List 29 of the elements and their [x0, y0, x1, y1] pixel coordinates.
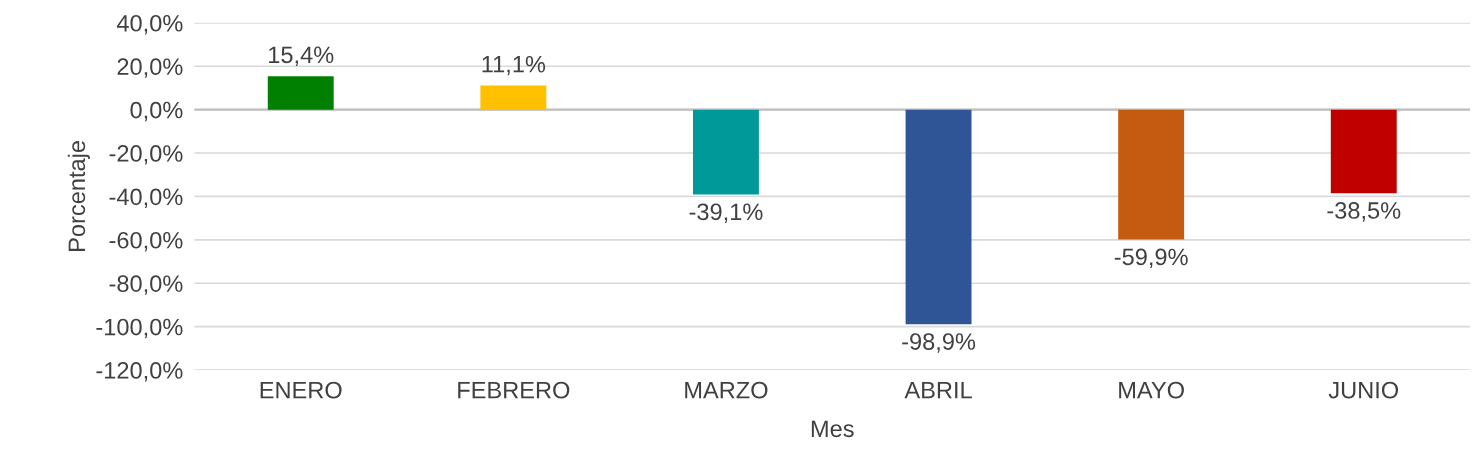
data-label: -98,9%: [902, 333, 976, 353]
data-label: -59,9%: [1114, 248, 1188, 269]
y-tick-label: 20,0%: [117, 58, 183, 78]
bar: [480, 85, 547, 110]
data-label: 11,1%: [482, 55, 546, 76]
x-tick-label: FEBRERO: [458, 381, 570, 399]
bar: [1118, 109, 1185, 240]
x-tick-label: MARZO: [685, 381, 768, 399]
y-tick-label: 0,0%: [130, 101, 183, 122]
data-label: -39,1%: [689, 203, 763, 223]
x-tick-label: ENERO: [260, 381, 342, 399]
x-tick-label: JUNIO: [1328, 381, 1399, 399]
y-tick-label: -40,0%: [109, 188, 183, 208]
y-tick-label: -120,0%: [96, 362, 183, 382]
data-label: 15,4%: [269, 46, 334, 66]
y-tick-label: -100,0%: [96, 318, 183, 339]
y-tick-label: -20,0%: [109, 145, 183, 165]
y-axis-title: Porcentaje: [67, 141, 90, 251]
y-tick-label: -80,0%: [109, 275, 183, 295]
x-tick-label: ABRIL: [904, 381, 972, 399]
bar: [1330, 109, 1397, 194]
bar: [267, 76, 334, 110]
x-axis-title: Mes: [811, 420, 854, 438]
bar: [905, 109, 972, 325]
y-tick-label: -60,0%: [109, 231, 183, 252]
data-label: -38,5%: [1327, 202, 1401, 222]
x-tick-label: MAYO: [1119, 381, 1184, 399]
bar: [692, 109, 759, 195]
y-tick-label: 40,0%: [116, 14, 183, 35]
